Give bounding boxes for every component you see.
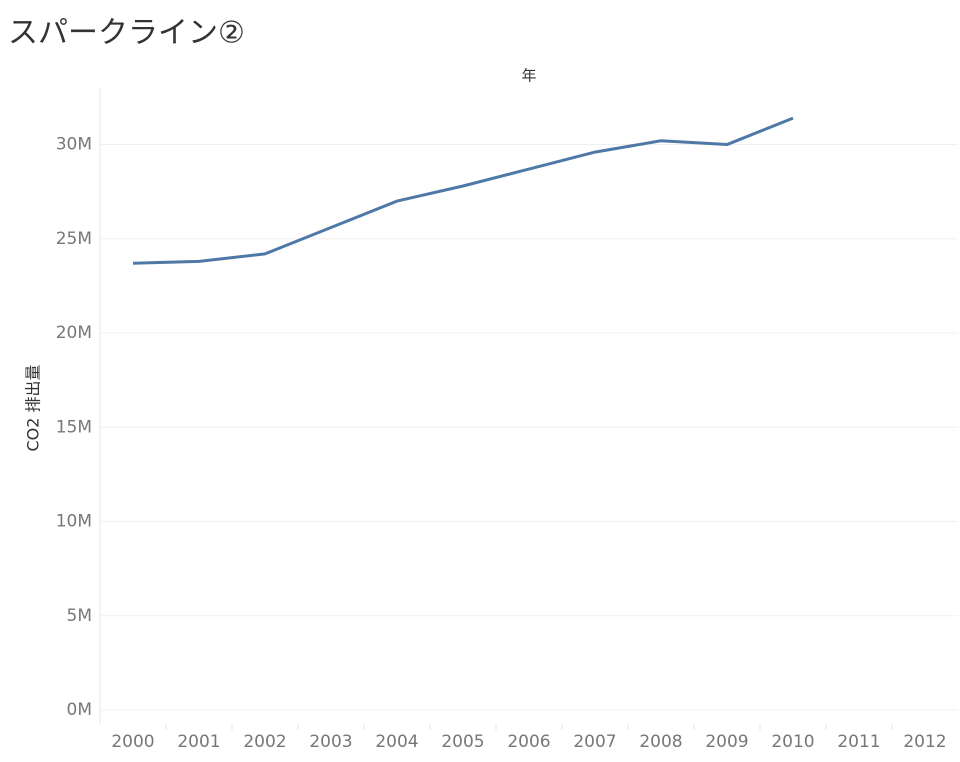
x-tick-label: 2011 — [837, 732, 880, 752]
chart-title: スパークライン② — [8, 16, 245, 51]
x-tick-label: 2005 — [441, 732, 484, 752]
y-axis-label: CO2 排出量 — [24, 364, 43, 451]
x-tick-label: 2012 — [903, 732, 946, 752]
x-tick-label: 2004 — [375, 732, 418, 752]
x-tick-label: 2001 — [177, 732, 220, 752]
y-tick-label: 30M — [56, 135, 92, 155]
x-tick-label: 2006 — [507, 732, 550, 752]
y-tick-label: 5M — [67, 606, 92, 626]
x-tick-label: 2000 — [111, 732, 154, 752]
x-tick-label: 2010 — [771, 732, 814, 752]
x-tick-label: 2009 — [705, 732, 748, 752]
y-tick-label: 25M — [56, 229, 92, 249]
y-tick-label: 20M — [56, 323, 92, 343]
x-tick-label: 2007 — [573, 732, 616, 752]
y-tick-label: 0M — [67, 700, 92, 720]
x-tick-label: 2008 — [639, 732, 682, 752]
x-tick-label: 2002 — [243, 732, 286, 752]
x-header: 年 — [521, 67, 536, 85]
y-tick-label: 10M — [56, 512, 92, 532]
line — [132, 116, 794, 265]
y-tick-label: 15M — [56, 417, 92, 437]
x-tick-label: 2003 — [309, 732, 352, 752]
